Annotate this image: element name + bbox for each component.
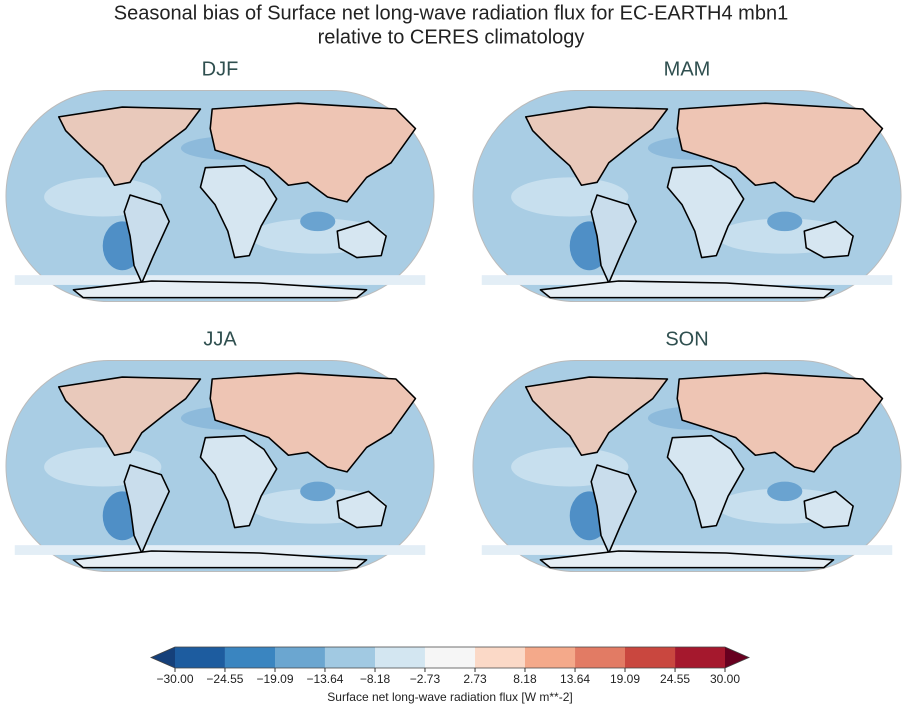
colorbar-tick-label: 8.18 (513, 672, 537, 686)
panels: DJF MAM JJA SON (5, 58, 902, 573)
colorbar-segment (424, 647, 476, 668)
colorbar-segment (524, 647, 576, 668)
figure-title: Seasonal bias of Surface net long-wave r… (114, 2, 788, 24)
colorbar-tick-label: −24.55 (206, 672, 243, 686)
colorbar-segment (224, 647, 276, 668)
colorbar-tick-label: −19.09 (256, 672, 293, 686)
colorbar-extend-high (725, 647, 749, 668)
map (472, 359, 902, 573)
colorbar-tick-label: −30.00 (156, 672, 193, 686)
map (5, 89, 435, 303)
colorbar-segment (175, 647, 225, 668)
colorbar-segment (475, 647, 525, 668)
colorbar-segment (675, 647, 725, 668)
colorbar-tick-label: 30.00 (710, 672, 740, 686)
panel-title: MAM (664, 58, 711, 80)
colorbar-segment (575, 647, 625, 668)
colorbar-tick-label: −2.73 (410, 672, 441, 686)
colorbar-extend-low (151, 647, 175, 668)
colorbar-segment (275, 647, 325, 668)
panel-title: SON (665, 328, 708, 350)
colorbar-tick-label: 13.64 (560, 672, 590, 686)
colorbar-segment (324, 647, 376, 668)
colorbar-tick-label: −8.18 (360, 672, 391, 686)
colorbar-tick-label: −13.64 (306, 672, 343, 686)
panel-title: DJF (202, 58, 239, 80)
colorbar-segment (375, 647, 425, 668)
colorbar-tick-label: 24.55 (660, 672, 690, 686)
colorbar-tick-label: 19.09 (610, 672, 640, 686)
colorbar: −30.00 −24.55 −19.09 −13.64 −8.18 −2.73 2.73 8.… (150, 646, 750, 704)
figure-title: relative to CERES climatology (318, 26, 585, 48)
panel-title: JJA (203, 328, 237, 350)
colorbar-segment (624, 647, 676, 668)
colorbar-label: Surface net long-wave radiation flux [W … (327, 690, 572, 704)
map (5, 359, 435, 573)
colorbar-tick-label: 2.73 (463, 672, 487, 686)
map (472, 89, 902, 303)
